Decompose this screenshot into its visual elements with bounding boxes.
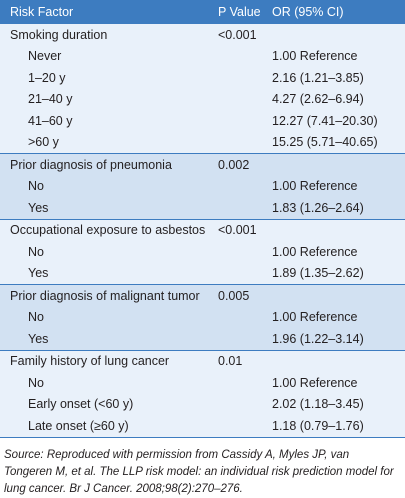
odds-ratio: 1.00 Reference (272, 49, 358, 64)
risk-factor: Smoking duration (10, 27, 108, 42)
level-label: Early onset (<60 y) (28, 397, 134, 412)
odds-ratio: 1.83 (1.26–2.64) (272, 200, 364, 215)
level-label: 1–20 y (28, 70, 66, 85)
level-label: Yes (28, 331, 49, 346)
p-value: 0.01 (218, 354, 243, 369)
sub-row: No 1.00 Reference (0, 176, 405, 198)
p-value: <0.001 (218, 27, 257, 42)
group-row: Smoking duration <0.001 (0, 24, 405, 46)
row-group: Family history of lung cancer 0.01 No 1.00 … (0, 350, 405, 438)
sub-row: Never 1.00 Reference (0, 46, 405, 68)
level-label: No (28, 310, 44, 325)
odds-ratio: 1.00 Reference (272, 244, 358, 259)
odds-ratio: 15.25 (5.71–40.65) (272, 135, 378, 150)
level-label: Yes (28, 266, 49, 281)
sub-row: 1–20 y 2.16 (1.21–3.85) (0, 67, 405, 89)
level-label: No (28, 244, 44, 259)
level-label: Yes (28, 200, 49, 215)
odds-ratio: 1.18 (0.79–1.76) (272, 418, 364, 433)
row-group: Prior diagnosis of malignant tumor 0.005 N… (0, 285, 405, 351)
row-group: Occupational exposure to asbestos <0.001 N… (0, 219, 405, 285)
group-row: Prior diagnosis of pneumonia 0.002 (0, 154, 405, 176)
level-label: No (28, 179, 44, 194)
sub-row: 41–60 y 12.27 (7.41–20.30) (0, 110, 405, 132)
odds-ratio: 1.96 (1.22–3.14) (272, 331, 364, 346)
level-label: Never (28, 49, 62, 64)
level-label: Late onset (≥60 y) (28, 418, 129, 433)
risk-factor: Prior diagnosis of pneumonia (10, 157, 172, 172)
header-cell: OR (95% CI) (272, 5, 344, 19)
source-note: Source: Reproduced with permission from … (4, 448, 394, 495)
odds-ratio: 2.16 (1.21–3.85) (272, 70, 364, 85)
risk-factor: Family history of lung cancer (10, 354, 170, 369)
row-group: Smoking duration <0.001 Never 1.00 Referenc… (0, 24, 405, 154)
risk-factor: Occupational exposure to asbestos (10, 223, 206, 238)
row-group: Prior diagnosis of pneumonia 0.002 No 1.00 … (0, 154, 405, 220)
group-row: Occupational exposure to asbestos <0.001 (0, 220, 405, 242)
sub-row: Yes 1.83 (1.26–2.64) (0, 197, 405, 219)
odds-ratio: 1.89 (1.35–2.62) (272, 266, 364, 281)
group-row: Family history of lung cancer 0.01 (0, 351, 405, 373)
risk-factor: Prior diagnosis of malignant tumor (10, 288, 200, 303)
odds-ratio: 1.00 Reference (272, 310, 358, 325)
level-label: 41–60 y (28, 113, 73, 128)
sub-row: Yes 1.96 (1.22–3.14) (0, 328, 405, 350)
sub-row: 21–40 y 4.27 (2.62–6.94) (0, 89, 405, 111)
sub-row: Late onset (≥60 y) 1.18 (0.79–1.76) (0, 415, 405, 437)
odds-ratio: 12.27 (7.41–20.30) (272, 113, 378, 128)
group-row: Prior diagnosis of malignant tumor 0.005 (0, 285, 405, 307)
sub-row: >60 y 15.25 (5.71–40.65) (0, 132, 405, 154)
table-body: Smoking duration <0.001 Never 1.00 Referenc… (0, 24, 405, 438)
p-value: 0.002 (218, 157, 250, 172)
p-value: <0.001 (218, 223, 257, 238)
header-row: Risk Factor P Value OR (95% CI) (0, 0, 405, 24)
odds-ratio: 4.27 (2.62–6.94) (272, 92, 364, 107)
level-label: >60 y (28, 135, 59, 150)
level-label: No (28, 375, 44, 390)
odds-ratio: 1.00 Reference (272, 179, 358, 194)
sub-row: No 1.00 Reference (0, 372, 405, 394)
sub-row: No 1.00 Reference (0, 307, 405, 329)
odds-ratio: 1.00 Reference (272, 375, 358, 390)
sub-row: Early onset (<60 y) 2.02 (1.18–3.45) (0, 394, 405, 416)
odds-ratio: 2.02 (1.18–3.45) (272, 397, 364, 412)
sub-row: No 1.00 Reference (0, 241, 405, 263)
header-cell: Risk Factor (10, 5, 74, 19)
p-value: 0.005 (218, 288, 250, 303)
header-cell: P Value (218, 5, 261, 19)
sub-row: Yes 1.89 (1.35–2.62) (0, 263, 405, 285)
level-label: 21–40 y (28, 92, 73, 107)
